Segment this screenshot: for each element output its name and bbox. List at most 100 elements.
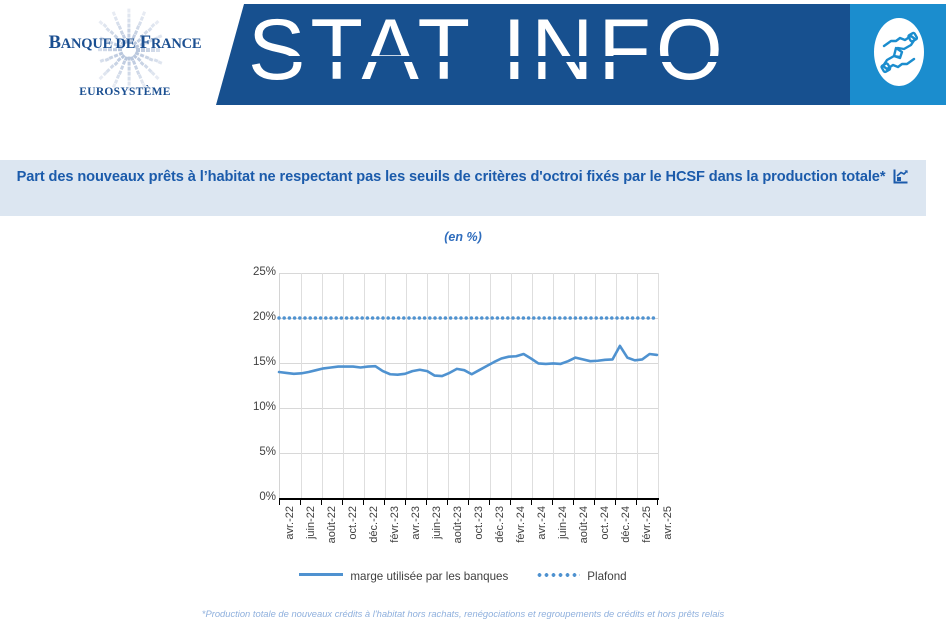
x-axis-labels: avr.-22 juin-22 août-22 oct.-22 déc.-22 févr.… xyxy=(0,506,950,566)
x-axis-tick xyxy=(363,500,364,505)
x-axis-tick xyxy=(321,500,322,505)
plafond-dot xyxy=(433,316,437,320)
plafond-dot xyxy=(589,316,593,320)
plafond-dot xyxy=(334,316,338,320)
x-axis-tick-label: juin-24 xyxy=(557,506,569,540)
plafond-dot xyxy=(646,316,650,320)
plafond-dot xyxy=(552,316,557,320)
chart-icon[interactable] xyxy=(893,168,909,184)
legend-item[interactable]: Plafond xyxy=(536,570,627,583)
gridline-vertical xyxy=(322,273,323,498)
plafond-dot xyxy=(558,316,562,320)
x-axis-tick-label: déc.-22 xyxy=(368,506,380,543)
plafond-dot xyxy=(303,316,307,320)
plafond-dot xyxy=(454,316,458,320)
legend-label: marge utilisée par les banques xyxy=(350,570,509,583)
plafond-dot xyxy=(381,316,385,320)
x-axis-tick xyxy=(426,500,427,505)
plafond-dot xyxy=(339,316,344,320)
plafond-dot xyxy=(355,316,359,320)
plafond-dot xyxy=(370,316,375,320)
plafond-dot xyxy=(526,316,531,320)
x-axis-tick-label: oct.-23 xyxy=(473,506,485,540)
x-axis-tick xyxy=(657,500,658,505)
x-axis-tick-label: févr.-23 xyxy=(389,506,401,543)
x-axis-tick-label: déc.-23 xyxy=(494,506,506,543)
x-axis-tick-label: avr.-25 xyxy=(662,506,674,540)
x-axis-tick-label: avr.-23 xyxy=(410,506,422,540)
gridline-vertical xyxy=(385,273,386,498)
legend-swatch-solid xyxy=(299,573,344,576)
x-axis-tick xyxy=(573,500,574,505)
stat-info-banner: STAT INFO xyxy=(216,4,850,105)
plafond-dot xyxy=(537,316,541,320)
plafond-dot xyxy=(542,316,546,320)
banner-icon-backdrop xyxy=(874,18,924,86)
plafond-dot xyxy=(391,316,396,320)
plafond-dot xyxy=(636,316,640,320)
plafond-dot xyxy=(594,316,598,320)
plafond-dot xyxy=(365,316,370,320)
gridline-vertical xyxy=(658,273,659,498)
gridline-vertical xyxy=(511,273,512,498)
x-axis-tick-label: oct.-22 xyxy=(347,506,359,540)
x-axis-tick-label: juin-22 xyxy=(305,506,317,540)
y-axis-tick-label: 15% xyxy=(252,356,276,368)
plafond-dot xyxy=(573,316,578,320)
x-axis-tick xyxy=(384,500,385,505)
plafond-dot xyxy=(506,316,510,320)
plafond-dot xyxy=(443,316,448,320)
plafond-dot xyxy=(329,316,333,320)
x-axis-tick xyxy=(636,500,637,505)
banque-de-france-logo: BANQUE DE FRANCE EUROSYSTÈME xyxy=(10,8,240,104)
x-axis-tick xyxy=(510,500,511,505)
chart-container: 0% 5% 10% 15% 20% 25% avr.-22 juin-22 août-22 oc… xyxy=(0,258,950,632)
stat-info-title: STAT INFO xyxy=(248,2,728,98)
gridline-vertical xyxy=(595,273,596,498)
logo-name-b: B xyxy=(48,33,61,53)
x-axis-tick xyxy=(615,500,616,505)
plafond-dot xyxy=(521,316,526,320)
plafond-dot xyxy=(532,316,536,320)
y-axis-tick-label: 25% xyxy=(252,266,276,278)
page-title-text: Part des nouveaux prêts à l’habitat ne r… xyxy=(16,169,886,185)
legend-item[interactable]: marge utilisée par les banques xyxy=(299,570,508,583)
plafond-dot xyxy=(448,316,453,320)
gridline-vertical xyxy=(427,273,428,498)
plafond-dot xyxy=(386,316,390,320)
gridline-vertical xyxy=(553,273,554,498)
x-axis-tick-label: août-22 xyxy=(326,506,338,544)
plafond-dot xyxy=(480,316,484,320)
gridline-vertical xyxy=(469,273,470,498)
plafond-dot xyxy=(500,316,505,320)
plafond-dot xyxy=(407,316,411,320)
plafond-dot xyxy=(584,316,588,320)
plafond-dot xyxy=(610,316,614,320)
banner-divider-line xyxy=(246,56,846,62)
plafond-dot xyxy=(563,316,567,320)
gridline-vertical xyxy=(364,273,365,498)
x-axis-tick xyxy=(468,500,469,505)
gridline-vertical xyxy=(490,273,491,498)
chart-footnote: *Production totale de nouveaux crédits à… xyxy=(201,608,725,619)
plafond-dot xyxy=(318,316,323,320)
x-axis-tick-label: août-23 xyxy=(452,506,464,544)
plafond-dot xyxy=(438,316,442,320)
series-dotted-plafond xyxy=(277,316,656,320)
chart-subtitle: (en %) xyxy=(444,230,482,244)
plafond-dot xyxy=(578,316,583,320)
gridline-vertical xyxy=(532,273,533,498)
logo-bank-name: BANQUE DE FRANCE xyxy=(10,33,240,54)
plafond-dot xyxy=(625,316,630,320)
logo-name-f: F xyxy=(139,33,151,53)
plafond-dot xyxy=(568,316,572,320)
legend-label: Plafond xyxy=(587,570,627,583)
plafond-dot xyxy=(376,316,380,320)
plafond-dot xyxy=(287,316,292,320)
plot-area xyxy=(279,273,659,498)
page-header: BANQUE DE FRANCE EUROSYSTÈME STAT INFO xyxy=(0,0,950,110)
plafond-dot xyxy=(417,316,422,320)
plafond-dot xyxy=(599,316,604,320)
plafond-dot xyxy=(630,316,635,320)
gridline-vertical xyxy=(448,273,449,498)
